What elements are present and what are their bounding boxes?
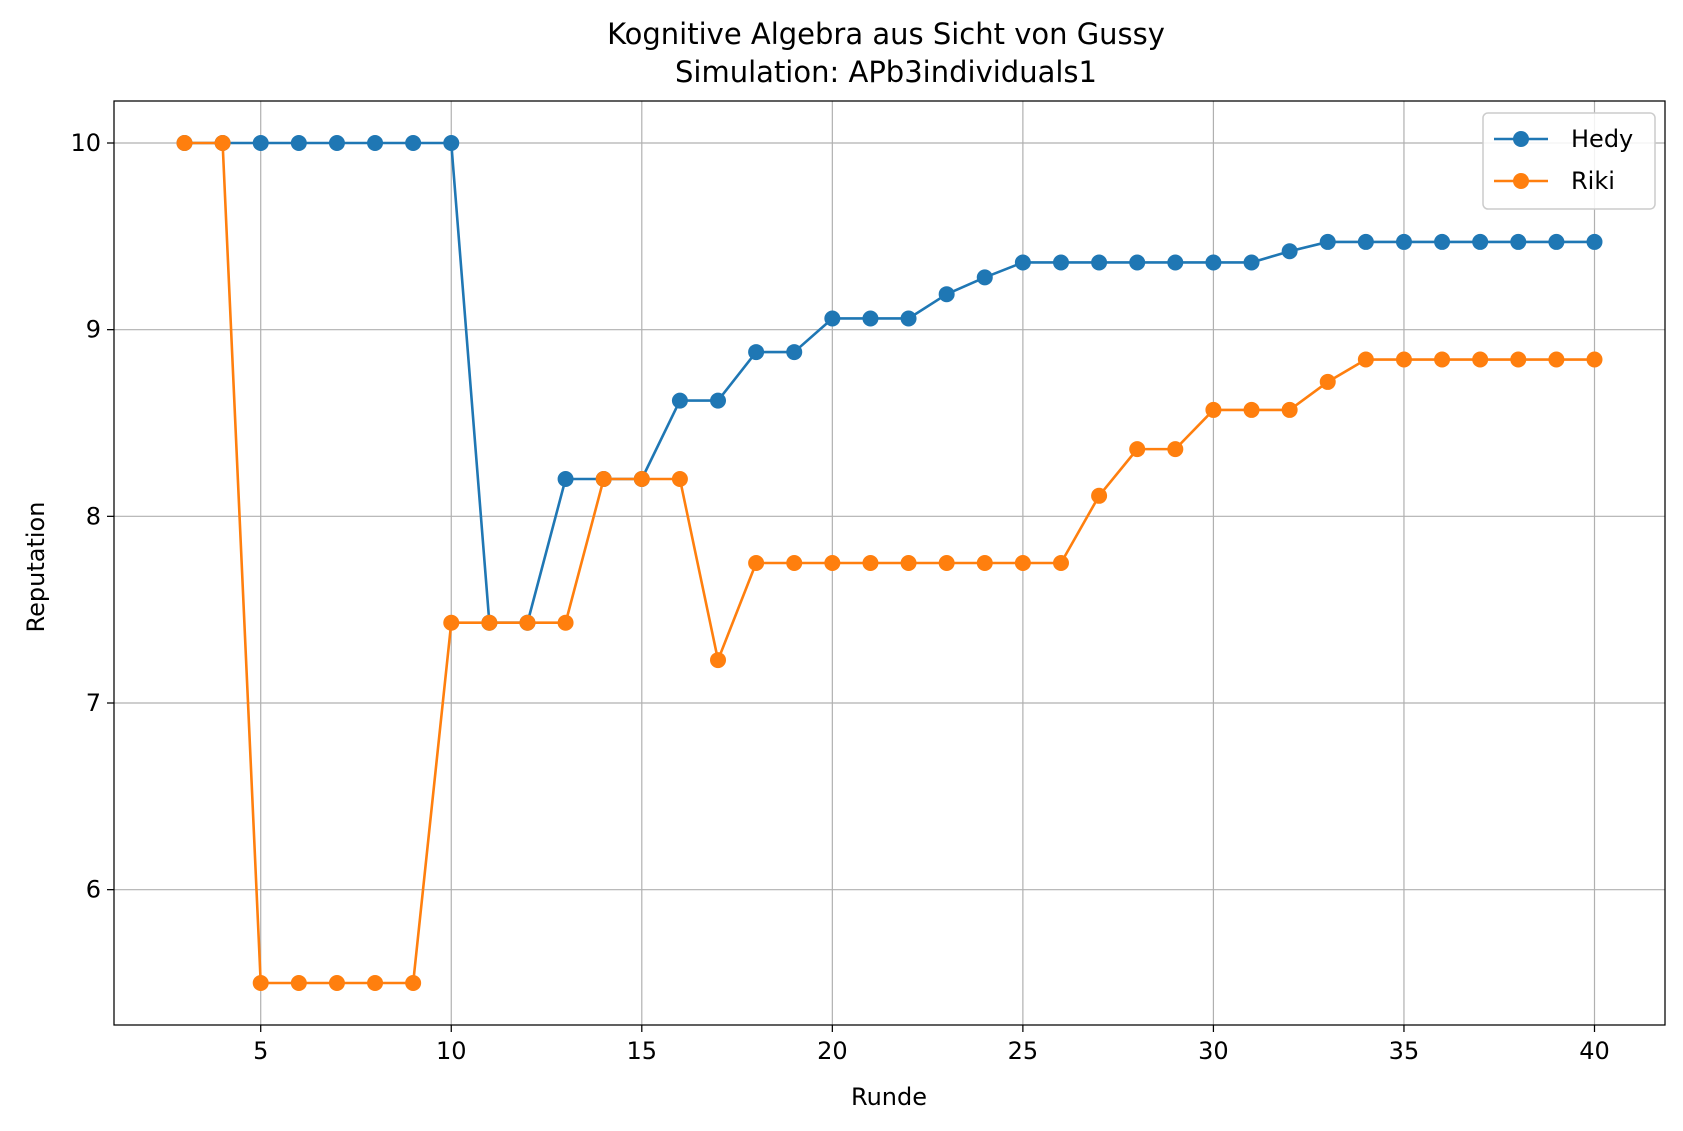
data-point-hedy [671,392,688,409]
data-point-riki [1586,351,1603,368]
data-point-riki [1319,373,1336,390]
data-point-riki [1434,351,1451,368]
plot-frame [113,100,1666,1026]
y-tick-label: 8 [86,502,101,530]
data-point-riki [1167,441,1184,458]
data-point-riki [786,555,803,571]
y-tick-label: 9 [86,316,101,344]
data-point-hedy [1548,233,1565,250]
data-point-hedy [1052,254,1069,271]
data-point-riki [748,555,765,571]
data-point-hedy [252,135,269,151]
data-point-riki [1205,401,1222,418]
data-point-riki [710,652,727,669]
data-point-hedy [1014,254,1031,271]
data-point-hedy [1281,243,1298,260]
x-tick-label: 30 [1198,1037,1229,1065]
y-tick-label: 6 [86,876,101,904]
x-tick-label: 40 [1579,1037,1610,1065]
data-point-riki [1472,351,1489,368]
x-tick-label: 10 [436,1037,467,1065]
data-point-hedy [328,135,345,151]
data-point-hedy [1586,233,1603,250]
data-point-riki [1395,351,1412,368]
data-point-riki [1548,351,1565,368]
data-point-riki [1510,351,1527,368]
data-point-hedy [1167,254,1184,271]
data-point-riki [976,555,993,571]
series-riki [176,135,1603,991]
data-point-hedy [824,310,841,327]
data-point-hedy [1243,254,1260,271]
data-point-hedy [862,310,879,327]
data-point-riki [481,614,498,631]
axis-ticks: 5 10 15 20 25 30 35 40 6 7 8 9 10 [70,129,1609,1065]
legend-label-hedy: Hedy [1571,125,1633,153]
x-axis-label: Runde [851,1083,927,1111]
data-point-riki [519,614,536,631]
data-point-riki [252,975,269,991]
data-point-hedy [710,392,727,409]
legend-marker-riki [1513,173,1529,189]
x-tick-label: 25 [1008,1037,1039,1065]
legend: Hedy Riki [1482,112,1656,210]
data-point-hedy [367,135,384,151]
data-point-riki [367,975,384,991]
legend-marker-hedy [1513,131,1529,147]
data-point-hedy [1129,254,1146,271]
data-point-hedy [1434,233,1451,250]
data-point-hedy [1205,254,1222,271]
data-point-riki [443,614,460,631]
y-tick-label: 7 [86,689,101,717]
data-point-hedy [938,286,955,303]
data-point-riki [862,555,879,571]
data-point-hedy [900,310,917,327]
data-point-hedy [557,471,574,487]
series-group [176,135,1603,991]
data-point-hedy [1319,233,1336,250]
series-hedy [176,135,1603,631]
chart-subtitle: Simulation: APb3individuals1 [675,55,1097,89]
data-point-riki [328,975,345,991]
data-point-hedy [1395,233,1412,250]
data-point-riki [633,471,650,487]
data-point-hedy [1510,233,1527,250]
data-point-riki [1243,401,1260,418]
data-point-riki [938,555,955,571]
data-point-riki [1357,351,1374,368]
data-point-hedy [748,344,765,361]
data-point-riki [405,975,422,991]
data-point-riki [290,975,307,991]
data-point-riki [1014,555,1031,571]
data-point-hedy [786,344,803,361]
data-point-hedy [976,269,993,286]
data-point-riki [1129,441,1146,458]
data-point-riki [557,614,574,631]
data-point-hedy [443,135,460,151]
data-point-hedy [405,135,422,151]
data-point-riki [1281,401,1298,418]
x-tick-label: 15 [627,1037,658,1065]
x-tick-label: 35 [1389,1037,1420,1065]
data-point-hedy [1472,233,1489,250]
x-tick-label: 20 [817,1037,848,1065]
data-point-riki [176,135,193,151]
data-point-riki [1091,487,1108,504]
y-tick-label: 10 [70,129,101,157]
data-point-riki [595,471,612,487]
data-point-riki [900,555,917,571]
chart-title: Kognitive Algebra aus Sicht von Gussy [607,17,1165,51]
data-point-riki [214,135,231,151]
data-point-riki [1052,555,1069,571]
x-tick-label: 5 [253,1037,268,1065]
y-axis-label: Reputation [22,502,50,633]
legend-label-riki: Riki [1571,167,1615,195]
data-point-riki [824,555,841,571]
data-point-riki [671,471,688,487]
data-point-hedy [290,135,307,151]
data-point-hedy [1357,233,1374,250]
data-point-hedy [1091,254,1108,271]
